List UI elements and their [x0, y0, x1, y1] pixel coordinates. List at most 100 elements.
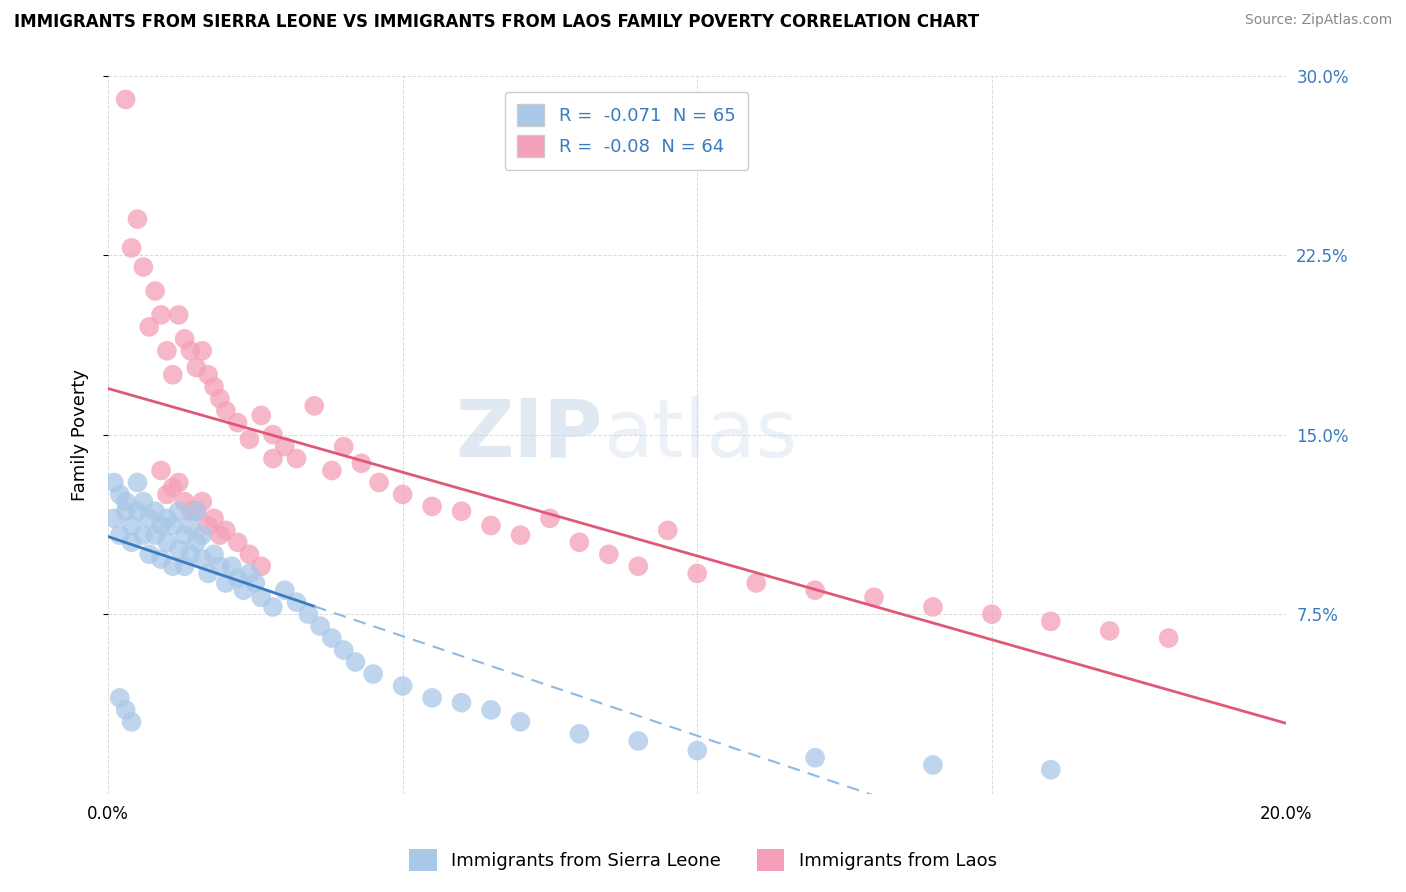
Point [274, 583, 297, 598]
Point [208, 392, 231, 406]
Point [321, 631, 343, 645]
Point [162, 480, 184, 494]
Point [1098, 624, 1121, 638]
Point [344, 655, 367, 669]
Point [132, 528, 155, 542]
Point [245, 576, 267, 591]
Point [127, 504, 149, 518]
Point [509, 714, 531, 729]
Point [538, 511, 561, 525]
Point [238, 566, 260, 581]
Point [232, 583, 254, 598]
Point [598, 547, 620, 561]
Point [332, 440, 354, 454]
Point [191, 494, 214, 508]
Point [321, 463, 343, 477]
Point [167, 504, 190, 518]
Point [173, 494, 195, 508]
Point [150, 463, 173, 477]
Legend: Immigrants from Sierra Leone, Immigrants from Laos: Immigrants from Sierra Leone, Immigrants… [402, 842, 1004, 879]
Point [361, 667, 384, 681]
Point [215, 524, 238, 538]
Point [143, 504, 166, 518]
Point [250, 409, 273, 423]
Point [627, 559, 650, 574]
Point [262, 451, 284, 466]
Point [150, 308, 173, 322]
Point [197, 368, 219, 382]
Point [420, 500, 443, 514]
Point [114, 494, 136, 508]
Point [479, 703, 502, 717]
Point [745, 576, 768, 591]
Point [922, 599, 945, 614]
Point [274, 440, 297, 454]
Point [150, 518, 173, 533]
Point [250, 559, 273, 574]
Text: atlas: atlas [603, 395, 797, 474]
Point [509, 528, 531, 542]
Point [238, 433, 260, 447]
Point [138, 511, 160, 525]
Point [479, 518, 502, 533]
Point [804, 583, 827, 598]
Point [922, 758, 945, 772]
Point [103, 475, 125, 490]
Point [450, 504, 472, 518]
Point [226, 535, 249, 549]
Point [238, 547, 260, 561]
Point [162, 559, 184, 574]
Point [179, 518, 201, 533]
Point [167, 475, 190, 490]
Point [156, 535, 179, 549]
Point [108, 528, 131, 542]
Point [420, 690, 443, 705]
Point [173, 332, 195, 346]
Point [173, 528, 195, 542]
Point [368, 475, 391, 490]
Point [350, 456, 373, 470]
Point [103, 511, 125, 525]
Point [162, 518, 184, 533]
Point [208, 559, 231, 574]
Point [202, 380, 225, 394]
Point [450, 696, 472, 710]
Point [208, 528, 231, 542]
Point [197, 566, 219, 581]
Point [167, 308, 190, 322]
Point [121, 535, 143, 549]
Point [980, 607, 1002, 621]
Point [173, 559, 195, 574]
Point [114, 93, 136, 107]
Point [1039, 763, 1062, 777]
Point [162, 368, 184, 382]
Point [138, 319, 160, 334]
Point [262, 427, 284, 442]
Point [1039, 615, 1062, 629]
Text: ZIP: ZIP [456, 395, 603, 474]
Point [285, 595, 308, 609]
Point [186, 504, 208, 518]
Point [132, 260, 155, 274]
Point [121, 241, 143, 255]
Point [114, 703, 136, 717]
Point [302, 399, 325, 413]
Point [202, 547, 225, 561]
Point [127, 475, 149, 490]
Point [138, 547, 160, 561]
Point [568, 727, 591, 741]
Point [143, 284, 166, 298]
Point [686, 743, 709, 757]
Point [657, 524, 679, 538]
Point [250, 591, 273, 605]
Y-axis label: Family Poverty: Family Poverty [72, 368, 89, 500]
Point [627, 734, 650, 748]
Point [150, 552, 173, 566]
Point [108, 487, 131, 501]
Point [132, 494, 155, 508]
Point [121, 714, 143, 729]
Point [186, 360, 208, 375]
Point [191, 343, 214, 358]
Point [191, 552, 214, 566]
Point [179, 343, 201, 358]
